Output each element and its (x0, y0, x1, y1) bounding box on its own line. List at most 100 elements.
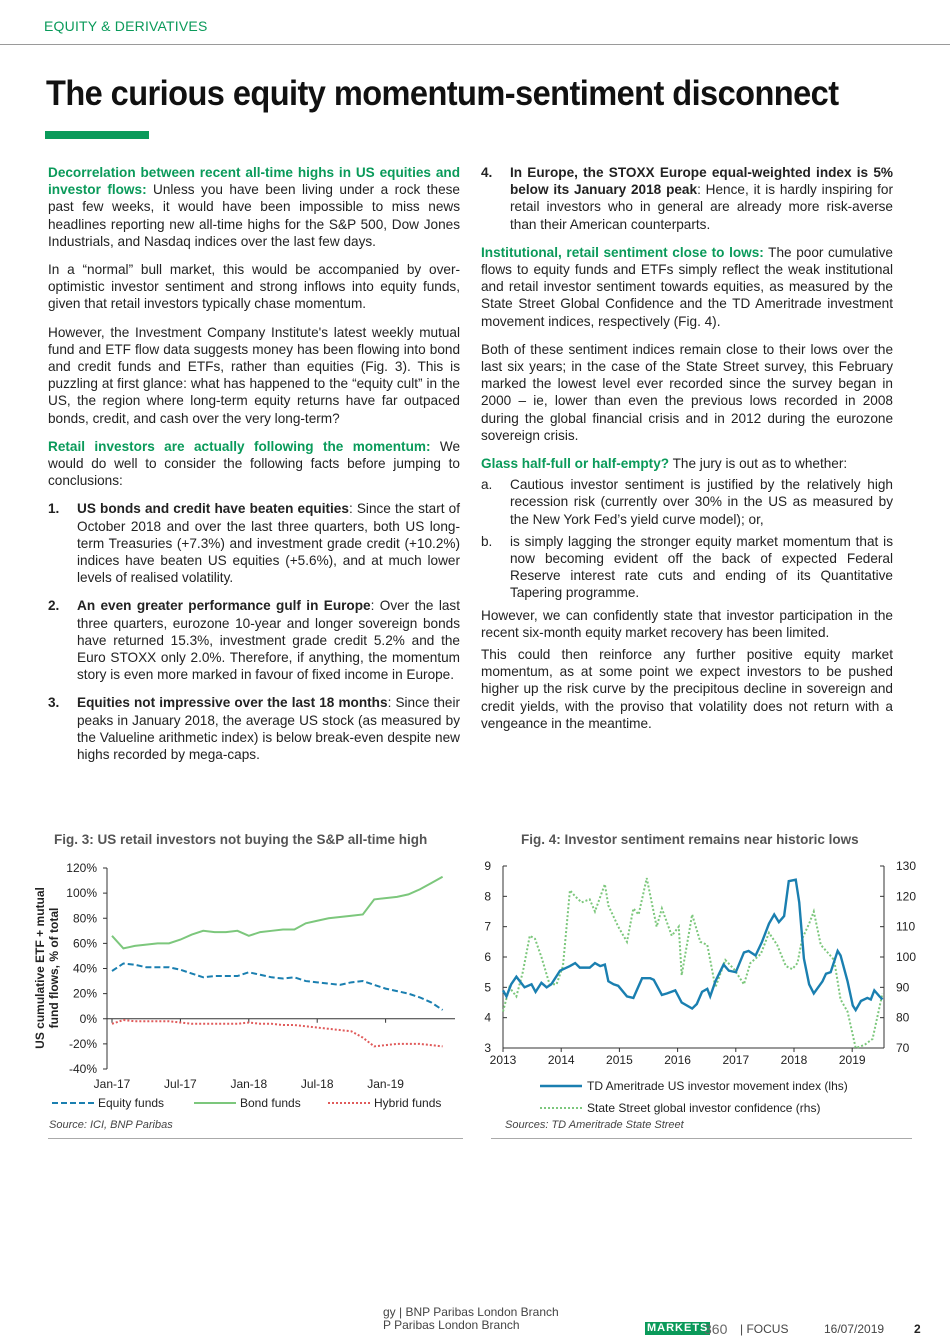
paragraph: Glass half-full or half-empty? The jury … (481, 455, 893, 472)
y-tick-label-left: 3 (484, 1041, 491, 1055)
title-accent-bar (45, 131, 149, 139)
x-tick-label: Jul-18 (301, 1077, 334, 1091)
series-line-equity-funds (111, 962, 444, 1011)
y-tick-label: -40% (69, 1062, 97, 1076)
y-tick-label-right: 100 (896, 950, 916, 964)
paragraph-lead: Retail investors are actually following … (48, 438, 431, 454)
list-item: b. is simply lagging the stronger equity … (481, 533, 893, 602)
y-tick-label: 0% (80, 1012, 98, 1026)
list-number: 3. (48, 695, 60, 711)
paragraph: Decorrelation between recent all-time hi… (48, 164, 460, 250)
list-item-text: : Hence, it is hardly inspiring for reta… (510, 182, 893, 232)
fig4-bottom-rule (491, 1138, 912, 1139)
list-number: 1. (48, 501, 60, 517)
list-item-text: : Since their peaks in January 2018, the… (77, 695, 461, 763)
legend-label: TD Ameritrade US investor movement index… (587, 1079, 848, 1093)
y-tick-label-left: 4 (484, 1011, 491, 1025)
list-item-text: : Since the start of October 2018 and ov… (77, 501, 461, 586)
list-item-text: : Over the last three quarters, eurozone… (77, 598, 460, 683)
paragraph: However, the Investment Company Institut… (48, 324, 460, 426)
fig4-source: Sources: TD Ameritrade State Street (505, 1119, 684, 1131)
fig3-source: Source: ICI, BNP Paribas (49, 1119, 173, 1131)
y-tick-label-right: 110 (896, 920, 915, 934)
y-tick-label-right: 130 (896, 859, 916, 873)
x-tick-label: Jan-17 (94, 1077, 131, 1091)
y-tick-label: -20% (69, 1037, 97, 1051)
y-tick-label-right: 80 (896, 1011, 910, 1025)
y-tick-label: 60% (73, 936, 97, 950)
section-label: EQUITY & DERIVATIVES (44, 18, 208, 34)
legend-label: Hybrid funds (374, 1096, 441, 1110)
markets360-logo: MARKETS (645, 1322, 711, 1335)
x-tick-label: 2014 (548, 1053, 575, 1067)
y-tick-label: 40% (73, 962, 97, 976)
x-tick-label: 2016 (664, 1053, 691, 1067)
list-item-text: is simply lagging the stronger equity ma… (510, 533, 893, 601)
fig3-bottom-rule (48, 1138, 463, 1139)
series-line-bond-funds (111, 875, 444, 950)
x-tick-label: Jan-18 (230, 1077, 267, 1091)
legend-label: Equity funds (98, 1096, 164, 1110)
y-tick-label: 80% (73, 911, 97, 925)
x-tick-label: 2013 (490, 1053, 517, 1067)
list-item-text: Cautious investor sentiment is justified… (510, 477, 893, 527)
x-tick-label: 2015 (606, 1053, 633, 1067)
list-letter: b. (481, 533, 493, 549)
y-tick-label-left: 7 (484, 920, 491, 934)
y-tick-label-left: 5 (484, 980, 491, 994)
list-letter: a. (481, 477, 493, 493)
y-tick-label-left: 8 (484, 889, 491, 903)
y-tick-label-right: 70 (896, 1041, 910, 1055)
paragraph-lead: Institutional, retail sentiment close to… (481, 244, 764, 260)
right-column: 4. In Europe, the STOXX Europe equal-weig… (481, 164, 893, 743)
paragraph: Institutional, retail sentiment close to… (481, 244, 893, 330)
x-tick-label: 2018 (781, 1053, 808, 1067)
paragraph-text: The poor cumulative flows to equity fund… (481, 244, 893, 329)
footer-focus: | FOCUS (740, 1322, 789, 1336)
series-line-hybrid-funds (111, 1018, 443, 1048)
y-tick-label-left: 9 (484, 859, 491, 873)
fig3-title: Fig. 3: US retail investors not buying t… (54, 832, 428, 847)
paragraph-text: The jury is out as to whether: (669, 456, 848, 472)
list-item-heading: In Europe, the STOXX Europe equal-weight… (510, 165, 893, 198)
y-tick-label-right: 120 (896, 889, 916, 903)
y-axis-label: fund flows, % of total (47, 908, 61, 1029)
left-column: Decorrelation between recent all-time hi… (48, 164, 460, 774)
fig3-chart: 120% 100% 80% 60% 40% 20% 0% -20% -40%Jan-17 Jul-… (33, 861, 455, 1110)
paragraph-lead: Glass half-full or half-empty? (481, 456, 670, 472)
paragraph: However, we can confidently state that i… (481, 607, 893, 640)
list-item-heading: US bonds and credit have beaten equities (77, 501, 349, 517)
paragraph-text: Unless you have been living under a rock… (48, 182, 460, 249)
list-item: 2. An even greater performance gulf in Eu… (48, 597, 460, 683)
list-item: 1. US bonds and credit have beaten equiti… (48, 500, 460, 586)
list-item: 4. In Europe, the STOXX Europe equal-weig… (481, 164, 893, 233)
y-tick-label-left: 6 (484, 950, 491, 964)
list-number: 4. (481, 165, 493, 180)
x-tick-label: Jul-17 (164, 1077, 197, 1091)
legend-label: State Street global investor confidence … (587, 1101, 820, 1115)
list-item: 3. Equities not impressive over the last … (48, 694, 460, 763)
x-tick-label: 2019 (839, 1053, 866, 1067)
fig4-title: Fig. 4: Investor sentiment remains near … (521, 832, 859, 847)
logo-number: 360 (704, 1321, 728, 1337)
list-item: a. Cautious investor sentiment is justifi… (481, 476, 893, 528)
paragraph: Both of these sentiment indices remain c… (481, 341, 893, 443)
footer-line-2: P Paribas London Branch (383, 1318, 520, 1332)
paragraph: This could then reinforce any further po… (481, 647, 893, 731)
y-tick-label: 120% (66, 861, 97, 875)
paragraph-lead: Decorrelation between recent all-time hi… (48, 165, 460, 198)
list-number: 2. (48, 598, 60, 614)
legend-label: Bond funds (240, 1096, 301, 1110)
series-line-td-ameritrade (501, 878, 884, 1013)
page-number: 2 (914, 1322, 921, 1336)
footer-date: 16/07/2019 (824, 1322, 885, 1336)
list-item-heading: An even greater performance gulf in Euro… (77, 598, 371, 614)
fig4-chart: 9 8 7 6 5 4 3 130 120 110 100 90 80 70 2013 2014 2015 201… (484, 859, 916, 1115)
y-tick-label: 100% (66, 886, 97, 900)
y-axis-label: US cumulative ETF + mutual (33, 887, 47, 1049)
series-line-state-street (502, 877, 884, 1050)
footer-line-1: gy | BNP Paribas London Branch (383, 1305, 559, 1319)
header-divider (0, 44, 950, 45)
list-item-heading: Equities not impressive over the last 18… (77, 695, 388, 711)
